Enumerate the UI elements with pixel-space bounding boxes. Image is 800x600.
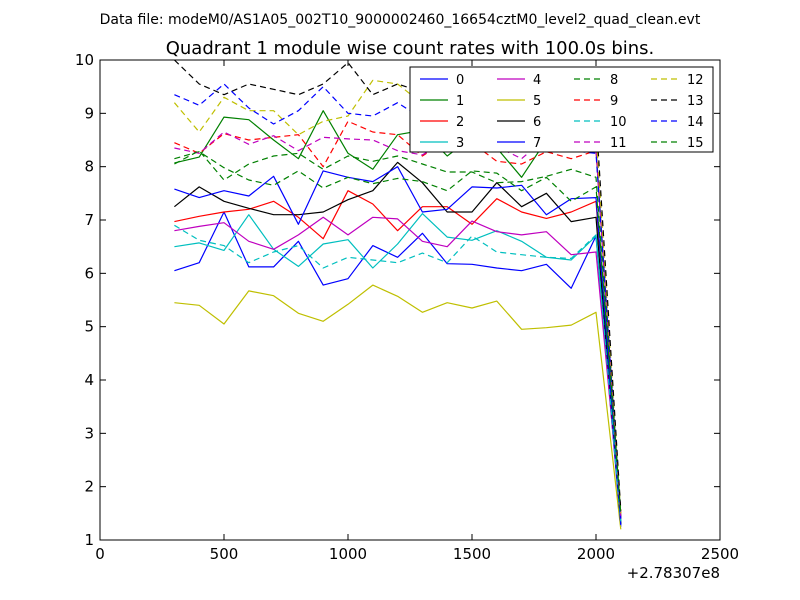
x-tick-label: 2000: [577, 545, 615, 563]
x-axis-offset-label: +2.78307e8: [627, 564, 720, 582]
legend-label-13: 13: [687, 94, 704, 109]
series-line-7: [174, 166, 622, 526]
chart-title: Quadrant 1 module wise count rates with …: [166, 38, 655, 59]
legend-label-15: 15: [687, 136, 704, 151]
y-tick-label: 10: [75, 51, 94, 69]
x-tick-label: 0: [95, 545, 105, 563]
series-line-9: [174, 120, 622, 514]
series-line-6: [174, 161, 622, 525]
series-line-11: [174, 131, 622, 518]
series-line-4: [174, 216, 622, 518]
series-line-8: [174, 151, 622, 517]
y-tick-label: 1: [84, 531, 94, 549]
series-line-5: [174, 284, 622, 530]
plot-frame: [99, 59, 721, 541]
legend-label-14: 14: [687, 115, 704, 130]
series-line-10: [174, 224, 622, 522]
legend-label-8: 8: [610, 73, 618, 88]
legend-label-2: 2: [456, 115, 464, 130]
x-tick-label: 1000: [329, 545, 367, 563]
series-line-14: [174, 83, 622, 519]
y-tick-label: 7: [84, 211, 94, 229]
x-tick-label: 500: [210, 545, 239, 563]
legend-label-3: 3: [456, 136, 464, 151]
y-tick-label: 5: [84, 318, 94, 336]
x-tick-label: 1500: [453, 545, 491, 563]
y-tick-label: 2: [84, 478, 94, 496]
series-line-3: [174, 213, 622, 522]
legend-label-9: 9: [610, 94, 618, 109]
legend-frame: [409, 66, 714, 153]
series-line-2: [174, 190, 622, 519]
legend-label-4: 4: [533, 73, 541, 88]
legend-label-6: 6: [533, 115, 541, 130]
series-line-1: [174, 110, 622, 525]
legend-label-5: 5: [533, 94, 541, 109]
series-line-15: [174, 150, 622, 515]
series-line-12: [173, 79, 622, 514]
legend-label-0: 0: [456, 73, 464, 88]
y-tick-label: 9: [84, 104, 94, 122]
legend-label-7: 7: [533, 136, 541, 151]
series-line-0: [174, 211, 622, 527]
y-tick-label: 8: [84, 158, 94, 176]
chart-suptitle: Data file: modeM0/AS1A05_002T10_90000024…: [100, 12, 701, 28]
x-tick-label: 2500: [701, 545, 739, 563]
y-tick-label: 3: [84, 424, 94, 442]
legend-label-1: 1: [456, 94, 464, 109]
legend-label-12: 12: [687, 73, 704, 88]
legend-label-10: 10: [610, 115, 627, 130]
y-tick-label: 6: [84, 264, 94, 282]
legend-label-11: 11: [610, 136, 627, 151]
y-tick-label: 4: [84, 371, 94, 389]
